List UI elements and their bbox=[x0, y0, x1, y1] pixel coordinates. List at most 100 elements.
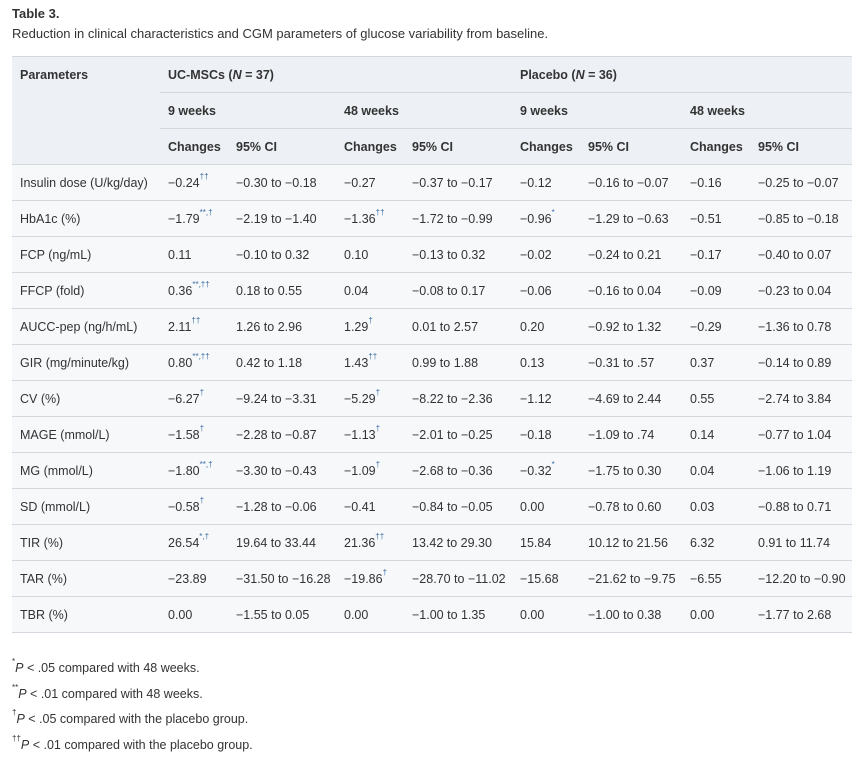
ci-cell: −0.88 to 0.71 bbox=[750, 488, 853, 525]
ci-cell: 10.12 to 21.56 bbox=[580, 524, 682, 561]
change-cell: 0.00 bbox=[336, 596, 404, 633]
group-count: = 36) bbox=[584, 67, 617, 82]
footnote-mark: * bbox=[12, 657, 16, 666]
ci-cell: −12.20 to −0.90 bbox=[750, 560, 853, 597]
header-row: Changes 95% CI Changes 95% CI Changes 95% CI C… bbox=[12, 128, 853, 165]
ci-cell: −1.06 to 1.19 bbox=[750, 452, 853, 489]
group-n: N bbox=[232, 67, 242, 82]
table-row: HbA1c (%) −1.79**,† −2.19 to −1.40 −1.36†† −… bbox=[12, 200, 853, 237]
change-value: −23.89 bbox=[168, 571, 207, 586]
significance-mark: †† bbox=[368, 351, 378, 361]
ci-cell: −0.08 to 0.17 bbox=[404, 272, 512, 309]
change-value: −0.51 bbox=[690, 211, 722, 226]
header-cell: Parameters bbox=[12, 56, 160, 165]
change-cell: 0.13 bbox=[512, 344, 580, 381]
change-value: −0.06 bbox=[520, 283, 552, 298]
change-value: −0.29 bbox=[690, 319, 722, 334]
change-cell: −0.02 bbox=[512, 236, 580, 273]
footnote-mark: ** bbox=[12, 682, 19, 692]
significance-mark: *,† bbox=[199, 531, 210, 541]
table-row: GIR (mg/minute/kg) 0.80**,†† 0.42 to 1.18 1… bbox=[12, 344, 853, 381]
change-value: −6.27 bbox=[168, 392, 200, 407]
change-cell: 1.43†† bbox=[336, 344, 404, 381]
change-value: 0.55 bbox=[690, 391, 715, 406]
change-cell: 0.11 bbox=[160, 236, 228, 273]
footnote-text: < .05 compared with the placebo group. bbox=[24, 712, 249, 727]
change-value: −0.17 bbox=[690, 247, 722, 262]
row-label: FFCP (fold) bbox=[12, 272, 160, 309]
change-cell: −0.58† bbox=[160, 488, 228, 525]
ci-cell: −1.00 to 0.38 bbox=[580, 596, 682, 633]
change-cell: 21.36†† bbox=[336, 524, 404, 561]
row-label: TIR (%) bbox=[12, 524, 160, 561]
change-value: 1.43 bbox=[344, 356, 369, 371]
header-row: 9 weeks 48 weeks 9 weeks 48 weeks bbox=[12, 92, 853, 129]
ci-cell: −3.30 to −0.43 bbox=[228, 452, 336, 489]
change-value: −1.13 bbox=[344, 428, 376, 443]
column-header: Changes bbox=[336, 128, 404, 165]
significance-mark: †† bbox=[199, 171, 209, 181]
change-cell: −15.68 bbox=[512, 560, 580, 597]
change-value: −0.12 bbox=[520, 175, 552, 190]
table-row: FFCP (fold) 0.36**,†† 0.18 to 0.55 0.04 −0.0… bbox=[12, 272, 853, 309]
ci-cell: −0.10 to 0.32 bbox=[228, 236, 336, 273]
footnote: **P < .01 compared with 48 weeks. bbox=[12, 680, 253, 706]
row-label: SD (mmol/L) bbox=[12, 488, 160, 525]
row-label: CV (%) bbox=[12, 380, 160, 417]
significance-mark: †† bbox=[375, 531, 385, 541]
ci-cell: 0.91 to 11.74 bbox=[750, 524, 853, 561]
ci-cell: −8.22 to −2.36 bbox=[404, 380, 512, 417]
table-caption: Reduction in clinical characteristics an… bbox=[12, 26, 549, 41]
group-n: N bbox=[575, 67, 585, 82]
row-label: GIR (mg/minute/kg) bbox=[12, 344, 160, 381]
row-label: MAGE (mmol/L) bbox=[12, 416, 160, 453]
ci-cell: 0.01 to 2.57 bbox=[404, 308, 512, 345]
significance-mark: †† bbox=[375, 207, 385, 217]
change-value: −1.58 bbox=[168, 428, 200, 443]
change-value: 0.20 bbox=[520, 319, 545, 334]
change-cell: −1.13† bbox=[336, 416, 404, 453]
footnote-p: P bbox=[20, 738, 30, 753]
change-value: 0.36 bbox=[168, 284, 193, 299]
ci-cell: −0.37 to −0.17 bbox=[404, 164, 512, 201]
change-value: 6.32 bbox=[690, 535, 715, 550]
ci-cell: −0.30 to −0.18 bbox=[228, 164, 336, 201]
ci-cell: −0.24 to 0.21 bbox=[580, 236, 682, 273]
change-value: −1.09 bbox=[344, 464, 376, 479]
row-label: HbA1c (%) bbox=[12, 200, 160, 237]
ci-cell: −1.77 to 2.68 bbox=[750, 596, 853, 633]
ci-cell: −0.78 to 0.60 bbox=[580, 488, 682, 525]
change-cell: −0.17 bbox=[682, 236, 750, 273]
ci-cell: 1.26 to 2.96 bbox=[228, 308, 336, 345]
change-cell: 0.55 bbox=[682, 380, 750, 417]
change-value: 0.04 bbox=[344, 283, 369, 298]
footnote-p: P bbox=[15, 661, 24, 676]
footnote-p: P bbox=[18, 686, 27, 701]
ci-cell: −1.00 to 1.35 bbox=[404, 596, 512, 633]
change-cell: −0.18 bbox=[512, 416, 580, 453]
change-value: 0.10 bbox=[344, 247, 369, 262]
change-value: −0.32 bbox=[520, 464, 552, 479]
change-value: −15.68 bbox=[520, 571, 559, 586]
ci-cell: −28.70 to −11.02 bbox=[404, 560, 512, 597]
group-name: UC-MSCs ( bbox=[168, 67, 233, 82]
change-cell: 0.10 bbox=[336, 236, 404, 273]
column-header: 95% CI bbox=[228, 128, 336, 165]
change-cell: −0.06 bbox=[512, 272, 580, 309]
change-cell: 0.37 bbox=[682, 344, 750, 381]
ci-cell: −2.28 to −0.87 bbox=[228, 416, 336, 453]
change-cell: −1.80**,† bbox=[160, 452, 228, 489]
significance-mark: † bbox=[199, 387, 205, 397]
change-value: 0.80 bbox=[168, 356, 193, 371]
ci-cell: 0.99 to 1.88 bbox=[404, 344, 512, 381]
ci-cell: −0.31 to .57 bbox=[580, 344, 682, 381]
table-title: Table 3. bbox=[12, 6, 60, 21]
row-label: MG (mmol/L) bbox=[12, 452, 160, 489]
change-value: 1.29 bbox=[344, 320, 369, 335]
change-value: 2.11 bbox=[168, 320, 192, 335]
change-value: 0.04 bbox=[690, 463, 715, 478]
footnote-text: < .01 compared with 48 weeks. bbox=[26, 686, 203, 701]
significance-mark: † bbox=[199, 495, 205, 505]
change-value: −6.55 bbox=[690, 571, 722, 586]
significance-mark: * bbox=[551, 459, 555, 469]
